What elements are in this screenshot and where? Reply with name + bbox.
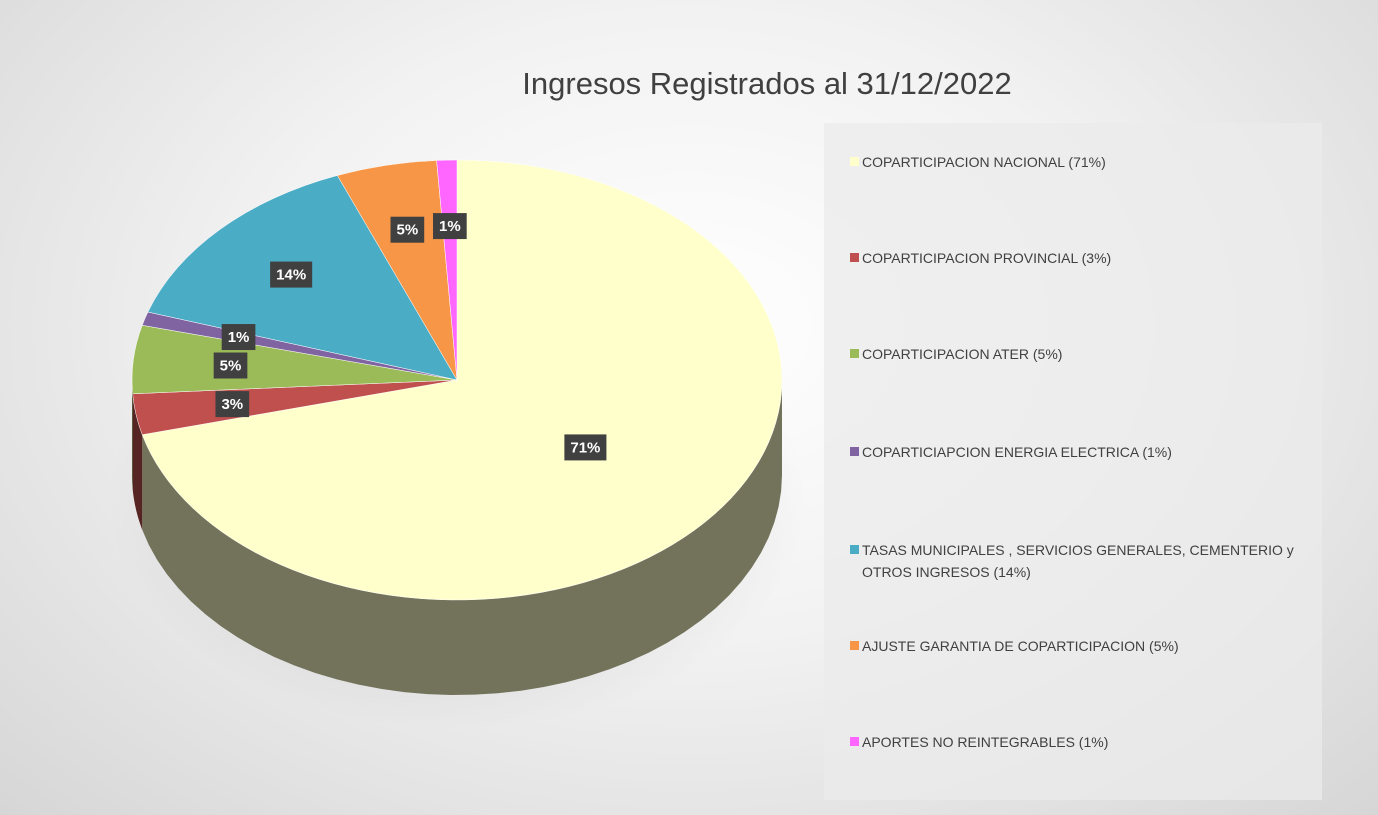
- legend-item: APORTES NO REINTEGRABLES (1%): [850, 731, 1310, 753]
- legend-swatch: [850, 447, 859, 456]
- legend-swatch: [850, 641, 859, 650]
- data-label-text: 1%: [228, 329, 250, 346]
- legend-label: COPARTICIPACION NACIONAL (71%): [862, 154, 1106, 170]
- legend-label: TASAS MUNICIPALES , SERVICIOS GENERALES,…: [862, 542, 1294, 580]
- legend-item: COPARTICIPACION PROVINCIAL (3%): [850, 247, 1310, 269]
- pie-slice: [141, 159, 783, 601]
- data-label-box: [564, 434, 607, 461]
- legend-label: COPARTICIPACION PROVINCIAL (3%): [862, 250, 1112, 266]
- legend-label: COPARTICIPACION ATER (5%): [862, 346, 1063, 362]
- data-label-box: [221, 324, 256, 351]
- data-label: 71%: [564, 434, 607, 461]
- data-label-text: 14%: [276, 267, 306, 284]
- data-label-text: 3%: [221, 396, 243, 413]
- data-label-text: 71%: [570, 439, 600, 456]
- legend-swatch: [850, 349, 859, 358]
- legend-swatch: [850, 737, 859, 746]
- legend-item: TASAS MUNICIPALES , SERVICIOS GENERALES,…: [850, 539, 1310, 583]
- data-label: 5%: [213, 352, 248, 379]
- data-label-text: 5%: [220, 357, 242, 374]
- legend-label: COPARTICIAPCION ENERGIA ELECTRICA (1%): [862, 444, 1172, 460]
- legend-swatch: [850, 253, 859, 262]
- data-label: 5%: [390, 216, 425, 243]
- legend-label: APORTES NO REINTEGRABLES (1%): [862, 734, 1109, 750]
- data-label: 1%: [221, 324, 256, 351]
- legend-item: COPARTICIPACION NACIONAL (71%): [850, 151, 1310, 173]
- legend-swatch: [850, 545, 859, 554]
- legend-swatch: [850, 157, 859, 166]
- legend: COPARTICIPACION NACIONAL (71%) COPARTICIP…: [824, 123, 1322, 800]
- data-label-text: 5%: [397, 222, 419, 239]
- data-label-box: [433, 213, 467, 240]
- legend-label: AJUSTE GARANTIA DE COPARTICIPACION (5%): [862, 638, 1179, 654]
- data-label: 1%: [433, 213, 467, 240]
- slice-side: [132, 393, 143, 530]
- slice-side: [142, 380, 783, 695]
- legend-item: AJUSTE GARANTIA DE COPARTICIPACION (5%): [850, 635, 1310, 657]
- legend-item: COPARTICIAPCION ENERGIA ELECTRICA (1%): [850, 441, 1310, 463]
- data-label-box: [213, 352, 248, 379]
- data-label-box: [270, 261, 313, 288]
- chart-title: Ingresos Registrados al 31/12/2022: [522, 66, 1011, 101]
- slice-side: [132, 380, 133, 489]
- legend-item: COPARTICIPACION ATER (5%): [850, 343, 1310, 365]
- data-label-text: 1%: [439, 218, 461, 235]
- data-label-box: [390, 216, 425, 243]
- data-label-box: [215, 391, 250, 418]
- data-label: 3%: [215, 391, 250, 418]
- data-label: 14%: [270, 261, 313, 288]
